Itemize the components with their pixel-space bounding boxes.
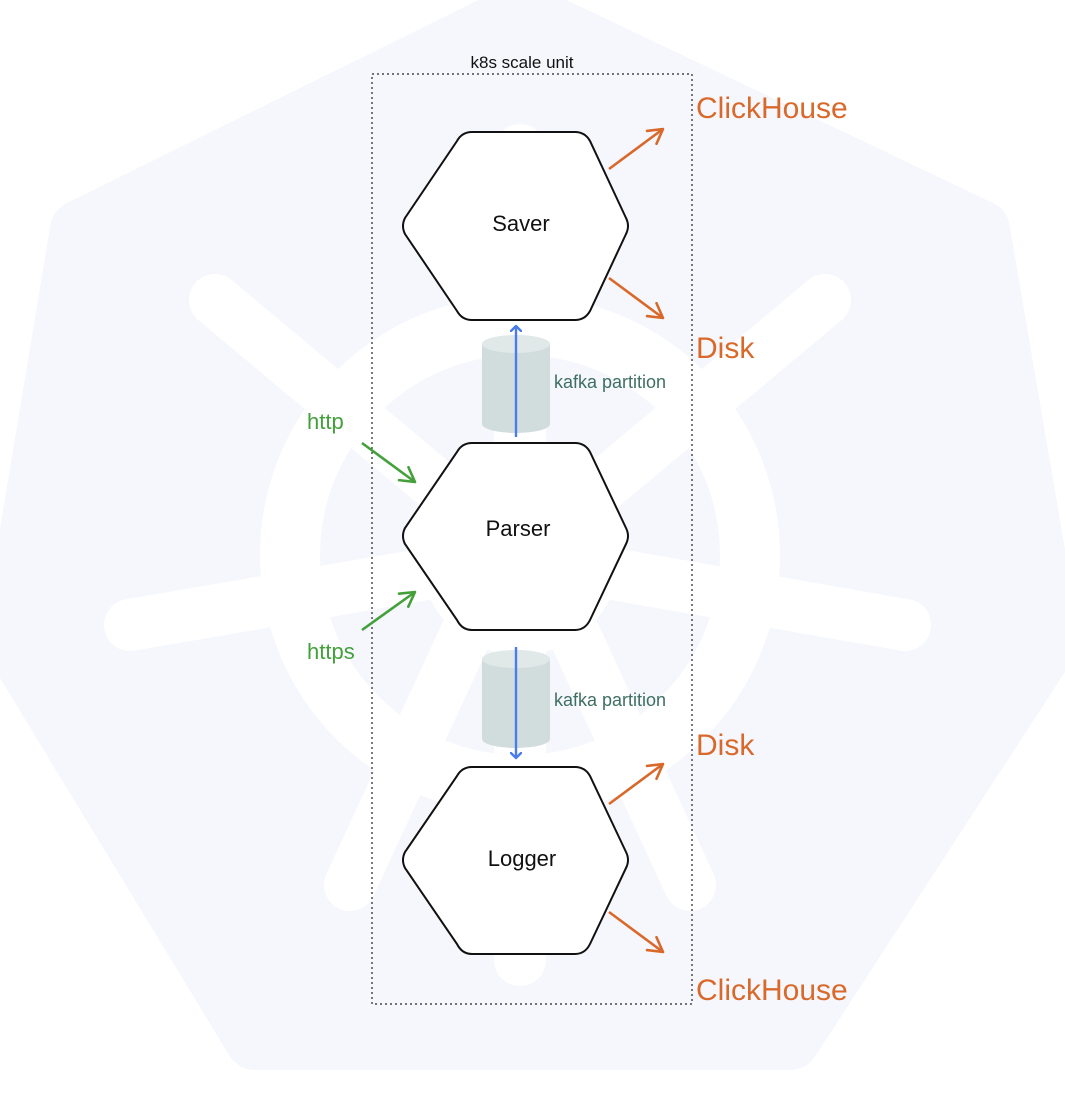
logger-service[interactable]: Logger	[402, 766, 629, 955]
saver-disk-arrow	[608, 276, 665, 320]
http-input-arrow	[361, 441, 417, 484]
saver-label: Saver	[492, 211, 549, 236]
logger-disk-label: Disk	[696, 729, 755, 762]
logger-disk-arrow	[608, 762, 665, 806]
https-input-arrow	[361, 590, 417, 632]
scale-unit-boundary	[371, 73, 693, 1005]
parser-label: Parser	[486, 516, 551, 541]
logger-clickhouse-label: ClickHouse	[696, 974, 848, 1007]
saver-clickhouse-label: ClickHouse	[696, 92, 848, 125]
logger-clickhouse-arrow	[608, 910, 665, 954]
saver-service[interactable]: Saver	[402, 131, 629, 321]
parser-service[interactable]: Parser	[402, 442, 629, 631]
scale-unit-label: k8s scale unit	[471, 53, 574, 72]
kafka-partition-upper-label: kafka partition	[554, 372, 666, 392]
kafka-partition-lower-label: kafka partition	[554, 690, 666, 710]
saver-clickhouse-arrow	[608, 127, 665, 171]
http-input-label: http	[307, 409, 344, 434]
logger-label: Logger	[488, 846, 557, 871]
saver-disk-label: Disk	[696, 332, 755, 365]
https-input-label: https	[307, 639, 355, 664]
